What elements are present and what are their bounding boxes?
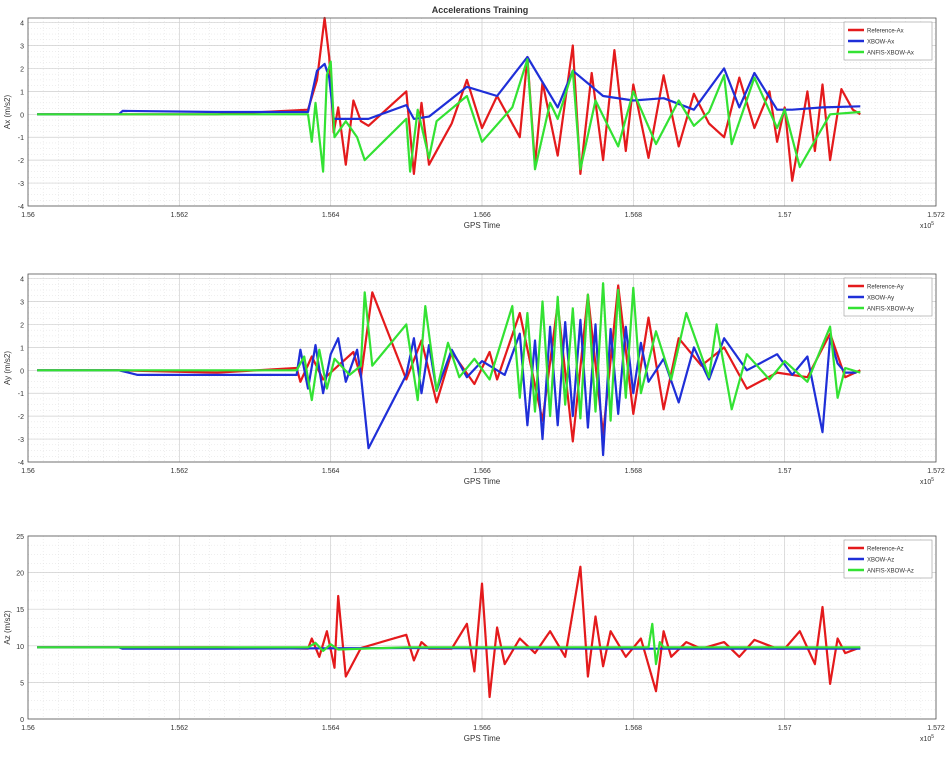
x-tick-label: 1.572: [927, 725, 945, 732]
x-tick-label: 1.57: [778, 725, 792, 732]
y-tick-label: -2: [18, 158, 24, 165]
x-exponent-label: x105: [920, 477, 934, 486]
axes-frame: [27, 535, 937, 720]
y-tick-label: 4: [20, 21, 24, 28]
series-line-1: [37, 16, 861, 182]
y-tick-label: 15: [16, 607, 24, 614]
y-tick-label: -4: [18, 460, 24, 467]
y-tick-label: -4: [18, 204, 24, 211]
legend-label: ANFIS-XBOW-Ay: [867, 307, 914, 313]
y-tick-label: 3: [20, 300, 24, 307]
axes-frame: [27, 273, 937, 463]
x-tick-label: 1.568: [625, 468, 643, 475]
y-tick-label: 25: [16, 534, 24, 541]
legend: Reference-Ay XBOW-Ay ANFIS-XBOW-Ay: [843, 277, 933, 317]
x-tick-label: 1.572: [927, 468, 945, 475]
y-tick-label: 4: [20, 277, 24, 284]
x-tick-label: 1.56: [21, 212, 35, 219]
x-tick-label: 1.564: [322, 725, 340, 732]
x-tick-label: 1.566: [473, 725, 491, 732]
y-tick-label: 20: [16, 571, 24, 578]
series-line-2: [37, 55, 861, 121]
legend-label: Reference-Ay: [867, 285, 904, 291]
x-tick-label: 1.56: [21, 725, 35, 732]
x-exponent-label: x105: [920, 734, 934, 743]
x-tick-label: 1.566: [473, 468, 491, 475]
y-tick-label: 0: [20, 717, 24, 724]
x-exponent-power: 5: [931, 734, 934, 740]
series-line-3: [37, 58, 861, 173]
y-tick-label: -2: [18, 414, 24, 421]
series-line-3: [37, 622, 861, 666]
legend-label: ANFIS-XBOW-Az: [867, 569, 914, 575]
x-tick-label: 1.564: [322, 468, 340, 475]
y-tick-label: 1: [20, 89, 24, 96]
legend-label: Reference-Ax: [867, 29, 904, 35]
x-tick-label: 1.564: [322, 212, 340, 219]
x-axis-label: GPS Time: [464, 477, 501, 486]
x-tick-label: 1.562: [171, 468, 189, 475]
y-tick-label: -1: [18, 135, 24, 142]
x-tick-label: 1.56: [21, 468, 35, 475]
legend: Reference-Ax XBOW-Ax ANFIS-XBOW-Ax: [843, 21, 933, 61]
y-tick-label: 2: [20, 322, 24, 329]
figure-title: Accelerations Training: [432, 5, 529, 15]
subplot-2: 4 3 2 1 0 -1 -2 -3 -41.56 1.562 1.564 1.566 1.568 1.5…: [3, 273, 945, 486]
x-tick-label: 1.568: [625, 725, 643, 732]
x-tick-label: 1.568: [625, 212, 643, 219]
y-tick-label: 0: [20, 368, 24, 375]
axes-frame: [27, 17, 937, 207]
x-exponent-power: 5: [931, 477, 934, 483]
x-tick-label: 1.57: [778, 212, 792, 219]
series-line-1: [37, 284, 861, 443]
y-tick-label: 0: [20, 112, 24, 119]
legend-label: XBOW-Ax: [867, 40, 894, 46]
x-axis-label: GPS Time: [464, 221, 501, 230]
series-line-2: [37, 318, 857, 457]
x-axis-label: GPS Time: [464, 734, 501, 743]
y-tick-label: 10: [16, 644, 24, 651]
subplot-3: 25 20 15 10 5 01.56 1.562 1.564 1.566 1.568 1.57 1.…: [3, 534, 945, 743]
y-axis-label: Az (m/s2): [3, 610, 12, 645]
y-tick-label: 5: [20, 680, 24, 687]
y-tick-label: -3: [18, 181, 24, 188]
subplot-1: 4 3 2 1 0 -1 -2 -3 -41.56 1.562 1.564 1.566 1.568 1.5…: [3, 16, 945, 230]
series-line-3: [37, 282, 861, 422]
legend-label: ANFIS-XBOW-Ax: [867, 51, 914, 57]
y-tick-label: -1: [18, 391, 24, 398]
y-tick-label: 1: [20, 345, 24, 352]
y-axis-label: Ay (m/s2): [3, 351, 12, 385]
y-tick-label: 2: [20, 66, 24, 73]
legend-label: XBOW-Az: [867, 558, 894, 564]
x-tick-label: 1.566: [473, 212, 491, 219]
x-tick-label: 1.562: [171, 212, 189, 219]
x-tick-label: 1.57: [778, 468, 792, 475]
legend-label: Reference-Az: [867, 547, 904, 553]
x-exponent-power: 5: [931, 221, 934, 227]
x-tick-label: 1.562: [171, 725, 189, 732]
x-exponent-label: x105: [920, 221, 934, 230]
legend: Reference-Az XBOW-Az ANFIS-XBOW-Az: [843, 539, 933, 579]
y-tick-label: 3: [20, 44, 24, 51]
y-tick-label: -3: [18, 437, 24, 444]
series-line-1: [37, 565, 861, 699]
legend-label: XBOW-Ay: [867, 296, 894, 302]
y-axis-label: Ax (m/s2): [3, 95, 12, 130]
x-tick-label: 1.572: [927, 212, 945, 219]
